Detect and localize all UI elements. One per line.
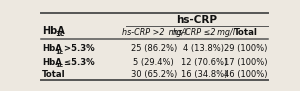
Text: 17 (100%): 17 (100%) <box>224 58 267 67</box>
Text: 4 (13.8%): 4 (13.8%) <box>183 44 224 53</box>
Text: 46 (100%): 46 (100%) <box>224 70 267 79</box>
Text: >5.3%: >5.3% <box>61 44 94 53</box>
Text: HbA: HbA <box>42 58 62 67</box>
Text: 1c: 1c <box>55 63 63 68</box>
Text: 1c: 1c <box>56 31 65 37</box>
Text: hs-CRP ≤2 mg/l: hs-CRP ≤2 mg/l <box>173 28 235 37</box>
Text: HbA: HbA <box>42 26 65 36</box>
Text: HbA: HbA <box>42 44 62 53</box>
Text: 29 (100%): 29 (100%) <box>224 44 267 53</box>
Text: Total: Total <box>42 70 66 79</box>
Text: 25 (86.2%): 25 (86.2%) <box>130 44 177 53</box>
Text: hs-CRP: hs-CRP <box>176 15 217 25</box>
Text: 12 (70.6%): 12 (70.6%) <box>181 58 227 67</box>
Text: 1c: 1c <box>55 50 63 55</box>
Text: 16 (34.8%): 16 (34.8%) <box>181 70 227 79</box>
Text: hs-CRP >2  mg/l: hs-CRP >2 mg/l <box>122 28 186 37</box>
Text: ≤5.3%: ≤5.3% <box>61 58 94 67</box>
Text: 5 (29.4%): 5 (29.4%) <box>134 58 174 67</box>
Text: Total: Total <box>234 28 257 37</box>
Text: 30 (65.2%): 30 (65.2%) <box>130 70 177 79</box>
